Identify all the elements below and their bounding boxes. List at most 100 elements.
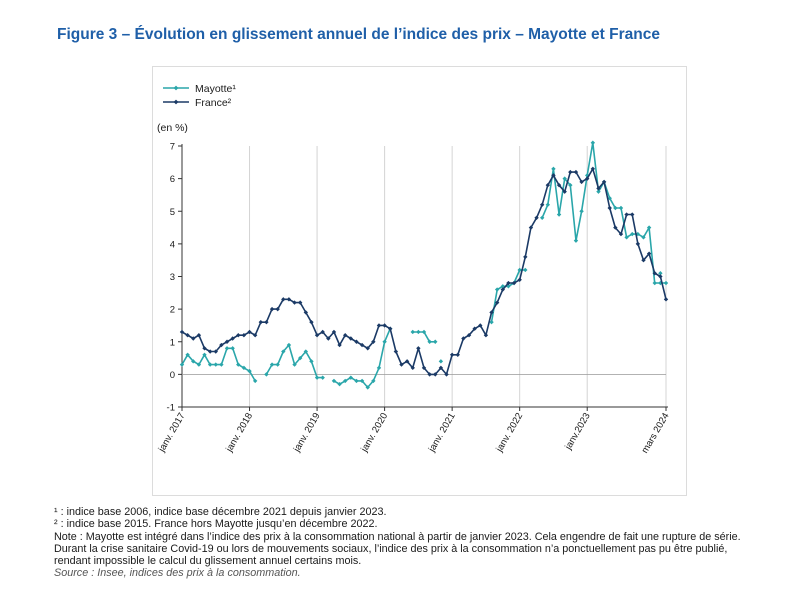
series-1-point: [433, 372, 438, 377]
line-chart: -1 0 1 2 3 4 5 6 7 janv. 2017 janv. 2018 janv. 2019…: [156, 83, 672, 456]
series-0-point: [618, 205, 624, 211]
note-line-3: rendant impossible le calcul du glisseme…: [54, 555, 362, 568]
series-0-point: [365, 385, 370, 390]
series-0-point: [219, 362, 224, 367]
series-1-point: [652, 271, 657, 276]
series-1-point: [483, 333, 489, 338]
series-1-point: [230, 336, 235, 341]
series-1-point: [376, 323, 382, 328]
series-0-point: [320, 375, 325, 380]
series-1-point: [348, 336, 354, 341]
series-0-point: [292, 362, 297, 367]
series-0-point: [494, 287, 500, 292]
series-0-point: [517, 267, 522, 273]
series-1-point: [427, 372, 432, 377]
series-1-point: [551, 173, 556, 178]
series-1-point: [275, 306, 280, 312]
series-0-point: [556, 212, 562, 217]
series-1-point: [269, 306, 275, 312]
series-1-point: [236, 333, 241, 338]
series-1-point: [320, 329, 325, 335]
series-0-point: [185, 352, 190, 357]
series-1-point: [371, 339, 376, 344]
series-1-point: [613, 225, 618, 230]
series-1-point: [399, 362, 404, 367]
series-0-point: [568, 182, 573, 188]
series-0-point: [297, 355, 303, 361]
series-1-point: [511, 280, 517, 286]
series-0-point: [585, 173, 590, 178]
series-0-point: [545, 202, 551, 207]
series-1-point: [596, 186, 601, 191]
series-1-point: [562, 189, 567, 194]
series-1-point: [607, 205, 612, 211]
series-0-point: [286, 342, 292, 348]
series-1-point: [523, 254, 528, 260]
series-1-point: [343, 333, 348, 338]
series-1-point: [196, 333, 202, 338]
series-0-point: [427, 339, 432, 344]
series-1-point: [444, 372, 449, 377]
note-line-1: Note : Mayotte est intégré dans l’indice…: [54, 530, 741, 543]
tick-labels: -1 0 1 2 3 4 5 6 7 janv. 2017 janv. 2018 janv. 2019…: [156, 142, 672, 456]
series-1-point: [500, 287, 505, 292]
series-1-point: [393, 349, 399, 354]
y-tick-label: 6: [170, 174, 175, 185]
series-0-point: [646, 225, 652, 230]
series-0-point: [314, 375, 320, 380]
series-0-point: [207, 362, 213, 367]
series-0-line-2: [333, 328, 391, 389]
series-0-point: [562, 176, 567, 181]
footnote-2: ² : indice base 2015. France hors Mayott…: [54, 518, 378, 531]
series-0-point: [596, 189, 601, 194]
series-1-point: [191, 336, 196, 341]
note-line-2: Durant la crise sanitaire Covid-19 ou lo…: [54, 542, 728, 555]
series-0-point: [433, 339, 438, 344]
source-line: Source : Insee, indices des prix à la co…: [54, 567, 301, 580]
series-0-point: [382, 339, 387, 344]
x-tick-label: janv. 2017: [156, 411, 188, 455]
y-tick-label: 0: [170, 370, 175, 381]
series-0-point: [343, 378, 348, 384]
footnotes: ¹ : indice base 2006, indice base décemb…: [54, 506, 784, 580]
series-0-point: [275, 362, 280, 367]
x-tick-label: janv. 2019: [291, 411, 323, 455]
series-1-point: [556, 182, 562, 188]
series-1-point: [630, 212, 635, 217]
series-0-point: [658, 280, 663, 286]
series-0-point: [551, 166, 556, 172]
series-1-point: [264, 319, 269, 325]
series-1-point: [202, 346, 207, 351]
series-0-point: [652, 280, 657, 286]
series-0-point: [191, 359, 196, 364]
series-0-point: [641, 235, 646, 240]
x-tick-label: janv. 2020: [359, 411, 391, 455]
series-1-point: [573, 169, 579, 175]
series-1-point: [478, 323, 483, 328]
series-0-line-6: [541, 141, 666, 284]
series-1-point: [337, 342, 342, 348]
series-0-point: [523, 267, 528, 273]
series-1-point: [489, 310, 494, 315]
series-0-point: [348, 375, 354, 380]
series-0-line-1: [265, 344, 323, 379]
y-tick-label: 4: [170, 239, 175, 250]
series-0-point: [658, 271, 663, 276]
series-0-point: [489, 319, 494, 325]
chart-panel: [152, 66, 687, 496]
series-lines: [179, 140, 669, 390]
series-1-point: [466, 333, 472, 338]
series-0-point: [337, 381, 342, 387]
series-1-point: [658, 274, 663, 279]
series-1-point: [635, 241, 641, 247]
series-1-point: [416, 346, 421, 351]
series-0-point: [613, 205, 618, 211]
y-tick-label: 5: [170, 207, 175, 218]
series-1-point: [207, 349, 213, 354]
series-1-point: [314, 333, 320, 338]
series-1-point: [534, 215, 539, 220]
x-tick-label: mars 2024: [640, 411, 672, 455]
series-1-point: [590, 166, 596, 172]
series-0-point: [539, 215, 545, 220]
series-0-point: [376, 365, 382, 371]
